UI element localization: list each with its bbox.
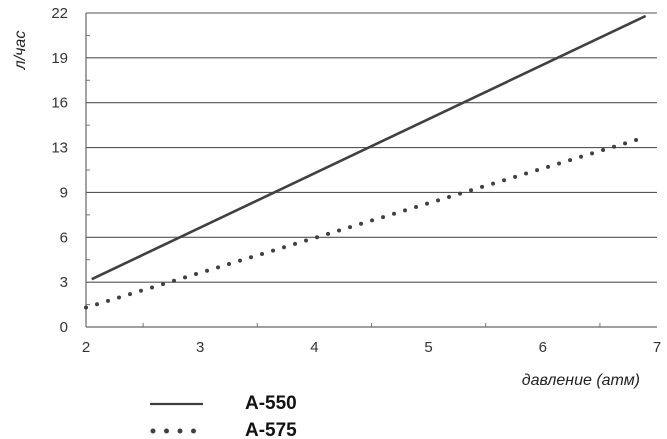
legend-label-a550: А-550	[245, 393, 297, 414]
series-line-А-550	[91, 14, 647, 281]
legend: А-550 А-575	[150, 393, 297, 439]
y-tick-label: 0	[60, 319, 68, 336]
minor-ticks	[86, 34, 601, 327]
y-tick-label: 19	[51, 50, 68, 67]
x-tick-labels: 2 3 4 5 6 7	[82, 339, 661, 356]
x-tick-label: 3	[196, 339, 204, 356]
legend-label-a575: А-575	[245, 420, 297, 439]
y-tick-label: 16	[51, 95, 68, 112]
y-tick-label: 3	[60, 274, 68, 291]
y-tick-label: 9	[60, 184, 68, 201]
y-tick-label: 6	[60, 229, 68, 246]
y-tick-label: 13	[51, 140, 68, 157]
y-tick-labels: 0 3 6 9 13 16 19 22	[51, 5, 68, 336]
x-tick-label: 7	[653, 339, 661, 356]
x-tick-label: 5	[424, 339, 432, 356]
series-lines	[84, 14, 648, 310]
y-axis-title: л/час	[12, 31, 29, 71]
x-tick-label: 2	[82, 339, 90, 356]
x-axis-title: давление (атм)	[522, 372, 640, 389]
x-tick-label: 4	[310, 339, 318, 356]
y-tick-label: 22	[51, 5, 68, 22]
x-tick-label: 6	[539, 339, 547, 356]
